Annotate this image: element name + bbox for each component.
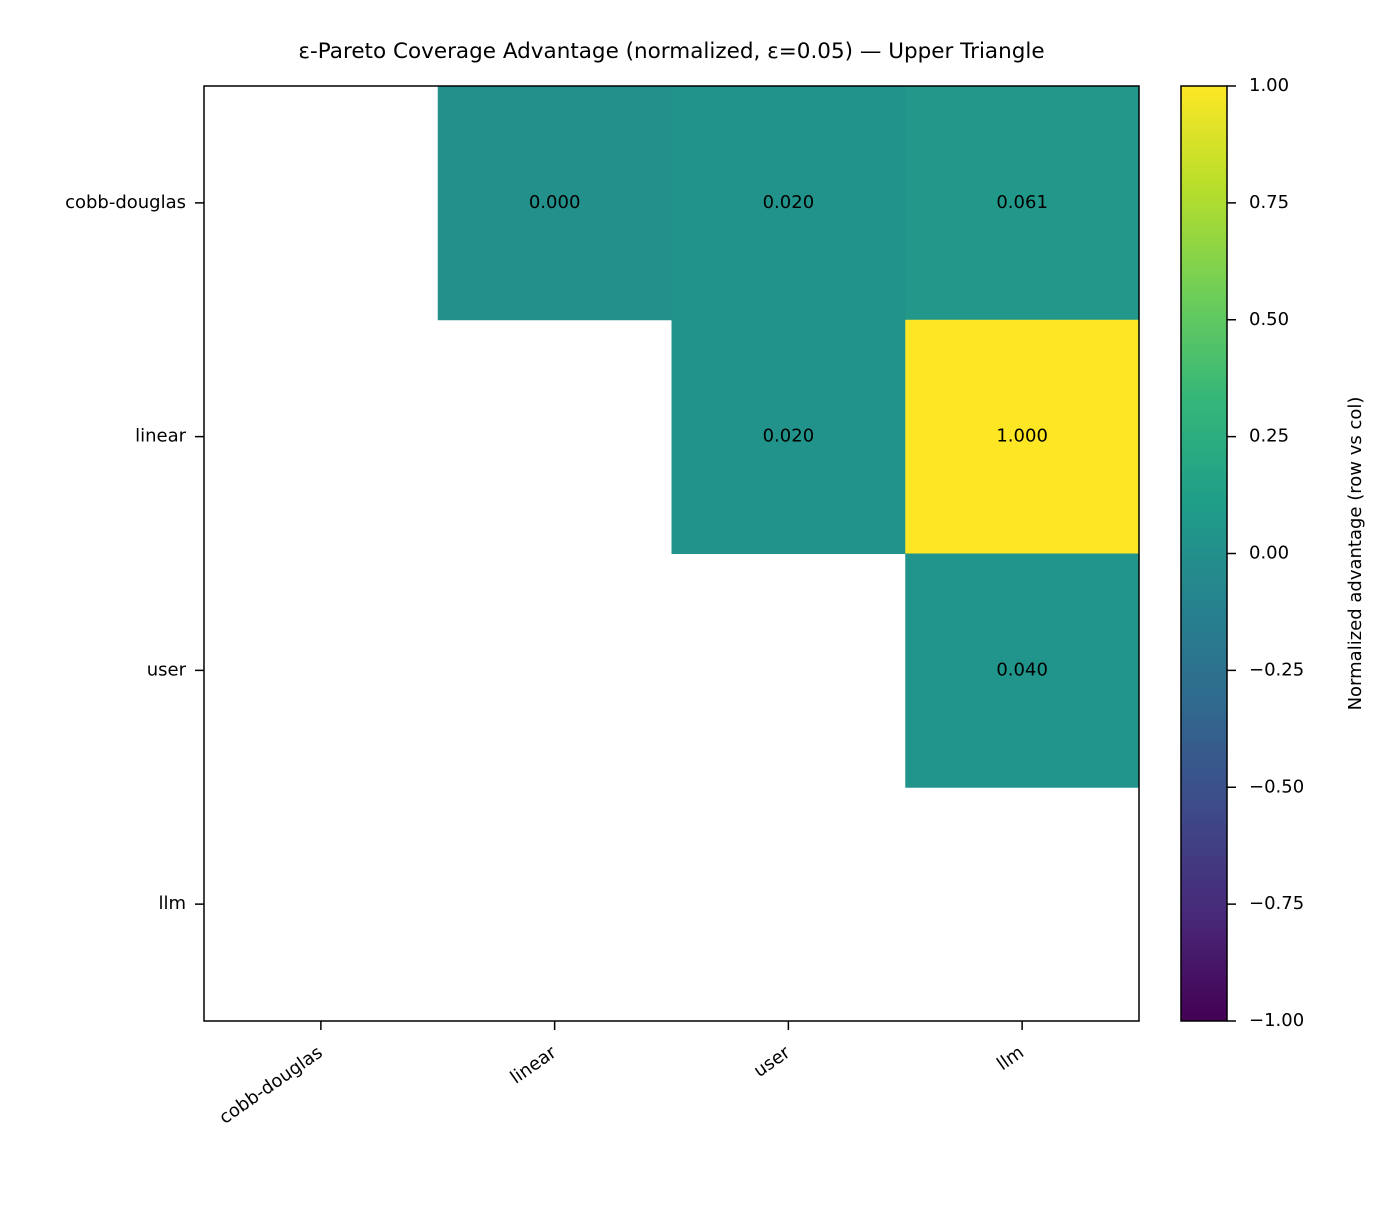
colorbar-tick-label: 0.25 — [1249, 426, 1289, 447]
colorbar-tick-label: 1.00 — [1249, 75, 1289, 96]
heatmap-cell-linear-llm — [905, 319, 1140, 554]
heatmap-cell-user-llm — [905, 553, 1140, 788]
colorbar-tick-label: −0.50 — [1249, 776, 1304, 797]
heatmap-cells: 0.000 0.020 0.061 0.020 1.000 0.040 — [437, 86, 1140, 788]
heatmap-cell-cobb-douglas-user — [671, 86, 906, 321]
chart-title: ε-Pareto Coverage Advantage (normalized,… — [298, 39, 1044, 64]
colorbar-gradient — [1180, 85, 1228, 1022]
heatmap-cell-cobb-douglas-llm — [905, 86, 1140, 321]
cell-value-label: 0.061 — [996, 192, 1048, 213]
colorbar-tick-label: 0.00 — [1249, 543, 1289, 564]
cell-value-label: 1.000 — [996, 426, 1048, 447]
colorbar-label: Normalized advantage (row vs col) — [1345, 397, 1366, 711]
x-tick-label: llm — [993, 1042, 1028, 1075]
plot-frame — [203, 85, 1140, 1022]
cell-value-label: 0.040 — [996, 659, 1048, 680]
cell-value-label: 0.020 — [763, 426, 815, 447]
colorbar-tick-label: 0.50 — [1249, 309, 1289, 330]
colorbar-tick-label: −0.75 — [1249, 893, 1304, 914]
x-tick-label: cobb-douglas — [215, 1042, 326, 1129]
x-tick-label: linear — [507, 1042, 561, 1089]
heatmap-cell-linear-user — [671, 319, 906, 554]
colorbar-tick-label: −0.25 — [1249, 659, 1304, 680]
colorbar: Normalized advantage (row vs col) 1.00 0.… — [1180, 75, 1366, 1031]
cell-value-label: 0.020 — [763, 192, 815, 213]
x-tick-label: user — [750, 1042, 795, 1082]
y-tick-label: linear — [135, 426, 187, 447]
y-tick-label: user — [147, 659, 187, 680]
heatmap-cell-cobb-douglas-linear — [437, 86, 672, 321]
colorbar-tick-label: 0.75 — [1249, 192, 1289, 213]
cell-value-label: 0.000 — [529, 192, 581, 213]
colorbar-tick-label: −1.00 — [1249, 1010, 1304, 1031]
y-tick-label: cobb-douglas — [65, 192, 186, 213]
y-tick-label: llm — [158, 893, 186, 914]
